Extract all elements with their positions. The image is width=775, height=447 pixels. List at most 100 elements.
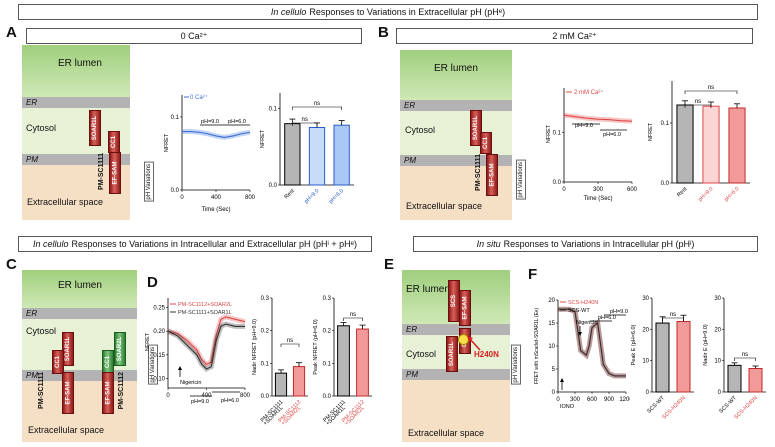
chart-d-trace: 0 400 8000.100.150.200.25PM-SC1112+SOAR2LP… — [145, 298, 251, 405]
header-c-sub-e: e — [350, 241, 354, 247]
ef-sam-label: EF-SAM — [112, 161, 118, 185]
y-axis-label: FRET with mScarlet-SOAR1L (Eᴀ) — [534, 308, 540, 384]
protein-ef-sam: EF-SAM — [109, 152, 121, 194]
cell-diagram-c: ER lumen ER Cytosol PM Extracellular spa… — [22, 270, 137, 442]
bar-category-label: SCS-WT — [646, 395, 666, 415]
er-lumen-label: ER lumen — [406, 284, 450, 295]
bar-0 — [655, 322, 670, 393]
protein-ef-sam: EF-SAM — [486, 154, 498, 196]
header-c-italic: In cellulo — [33, 239, 69, 249]
protein-ef-sam-left: EF-SAM — [62, 372, 74, 414]
y-tick-label: 5 — [552, 367, 556, 373]
y-tick-label: 0.1 — [661, 121, 670, 127]
series-line-0 — [563, 114, 633, 122]
header-top-close: ) — [502, 7, 506, 17]
ph-label-1: pH=9.0 — [191, 399, 209, 405]
header-e-sub: i — [690, 241, 692, 247]
bar-category-label: pH=9.0 — [304, 188, 321, 205]
x-tick-label: 800 — [240, 393, 251, 399]
er-membrane — [22, 308, 137, 319]
y-axis-label: NFRET — [546, 124, 552, 143]
y-axis-label: NFRET — [145, 332, 151, 351]
protein-soar1l: SOAR1L — [62, 332, 74, 366]
panel-label-a: A — [6, 24, 17, 41]
pm-label: PM — [406, 370, 418, 379]
header-e-close: ) — [691, 239, 695, 249]
er-label: ER — [26, 98, 38, 107]
significance-label: ns — [301, 117, 307, 123]
significance-label: ns — [708, 85, 714, 91]
series-line-1 — [558, 308, 626, 377]
pm-label: PM — [26, 155, 38, 164]
er-membrane — [22, 97, 130, 108]
y-tick-label: 0.25 — [153, 305, 165, 311]
cell-diagram-b: ER lumen ER Cytosol PM Extracellular spa… — [400, 50, 512, 220]
significance-bracket — [280, 343, 300, 347]
er-lumen-region — [22, 270, 137, 308]
bar-0 — [284, 123, 301, 186]
ph-label-1: pH=9.0 — [575, 123, 593, 129]
y-axis-label: NFRET — [648, 122, 654, 141]
pm-label: PM — [404, 156, 416, 165]
x-tick-label: 0 — [556, 397, 560, 403]
condition-box-b: 2 mM Ca²⁺ — [396, 28, 753, 44]
ph-variations-e: pH Variations — [511, 345, 521, 385]
y-tick-label: 0 — [552, 390, 556, 396]
y-tick-label: 0.0 — [553, 180, 562, 186]
protein-ef-sam-right: EF-SAM — [102, 372, 114, 414]
pm-sc1111-label: PM-SC1111 — [98, 153, 105, 190]
y-tick-label: 0 — [646, 390, 650, 396]
nigericin-label: Nigericin — [576, 320, 597, 326]
extracellular-label: Extracellular space — [406, 201, 483, 211]
bar-1 — [702, 105, 720, 184]
bar-0 — [274, 372, 288, 397]
ef-sam-label: EF-SAM — [489, 163, 495, 187]
pm-sc1112-label: PM-SC1112 — [118, 372, 125, 410]
cc1-label: CC1 — [55, 355, 62, 369]
x-tick-label: 800 — [245, 195, 255, 201]
chart-b-bars: Rest pH=9.0 pH=6.0 0.0 0.1 ns ns NFRET — [648, 81, 750, 203]
series-line-0 — [167, 316, 246, 365]
bar-1 — [356, 328, 369, 397]
bar-category-label: pH=6.0 — [328, 188, 345, 205]
ph-label-2: pH=6.0 — [221, 398, 239, 404]
significance-bracket — [292, 106, 342, 110]
plasma-membrane — [22, 154, 130, 165]
bar-1 — [748, 368, 763, 393]
header-c-close: ) — [353, 239, 357, 249]
y-tick-label: 0.10 — [153, 377, 165, 383]
y-tick-label: 10 — [642, 359, 649, 365]
y-tick-label: 0.0 — [269, 183, 278, 189]
er-label: ER — [406, 325, 418, 334]
nigericin-arrowhead — [178, 366, 182, 370]
significance-label: ns — [314, 101, 320, 107]
plasma-membrane — [22, 370, 137, 381]
y-tick-label: 0.1 — [269, 106, 278, 112]
y-tick-label: 20 — [548, 298, 555, 304]
bar-1 — [292, 366, 306, 397]
nigericin-label: Nigericin — [180, 380, 201, 386]
y-axis-label: Nadir NFRET (pH=9.0) — [252, 319, 258, 375]
cell-diagram-e: ER lumen ER Cytosol PM Extracellular spa… — [402, 270, 510, 442]
ph-label-1: pH=9.0 — [201, 119, 219, 125]
x-tick-label: 600 — [627, 187, 637, 193]
cc1-label: CC1 — [483, 136, 490, 150]
ph-label-2: pH=9.0 — [610, 309, 628, 315]
significance-label: ns — [350, 312, 356, 318]
y-tick-label: 30 — [714, 296, 721, 302]
x-tick-label: 600 — [587, 397, 598, 403]
cytosol-label: Cytosol — [405, 125, 436, 135]
protein-soar1l: SOAR1L — [89, 110, 101, 146]
panel-label-e: E — [384, 256, 395, 273]
significance-bracket — [684, 90, 738, 94]
figure-header-c: In cellulo Responses to Variations in In… — [18, 236, 372, 252]
y-tick-label: 0.20 — [153, 329, 165, 335]
header-e-text: Responses to Variations in Intracellular… — [503, 239, 691, 249]
extracellular-label: Extracellular space — [408, 428, 485, 438]
iono-arrowhead — [560, 378, 564, 382]
series-line-1 — [167, 323, 245, 370]
significance-label: ns — [670, 312, 676, 318]
y-tick-label: 0.1 — [261, 361, 270, 367]
